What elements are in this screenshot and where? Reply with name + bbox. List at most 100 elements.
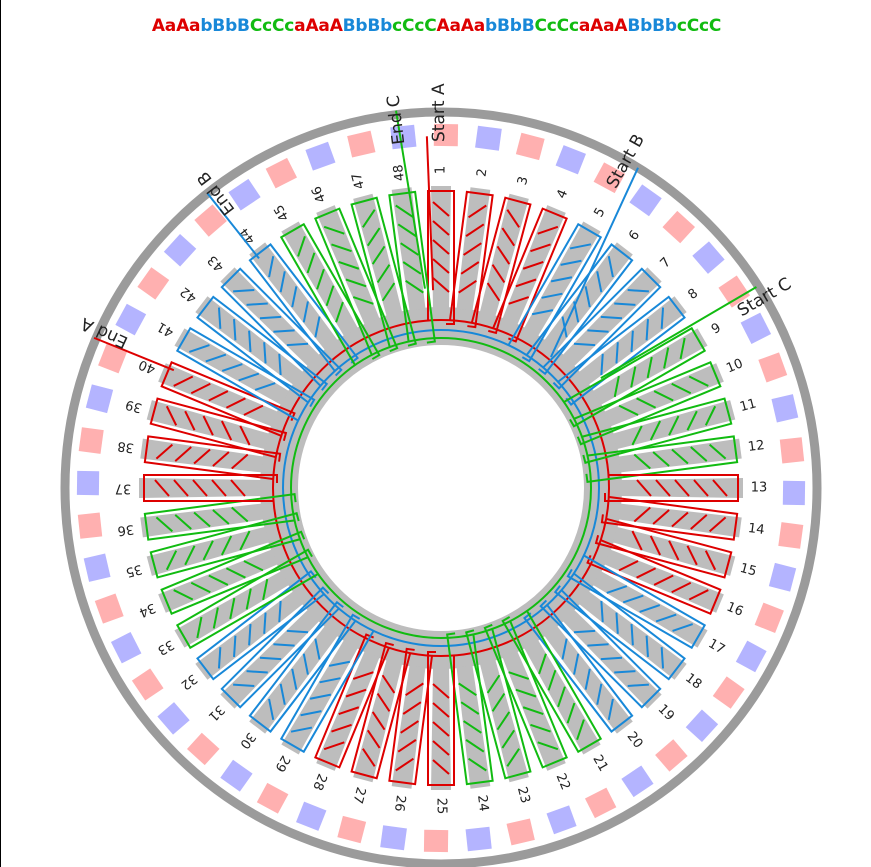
slot-number: 48: [391, 164, 408, 182]
magnet: [433, 123, 459, 147]
coil-turn-hatch: [671, 511, 689, 528]
magnet-south: [771, 394, 799, 423]
coil-turn-hatch: [465, 739, 485, 753]
coil-turn-hatch: [173, 589, 194, 601]
magnet: [85, 384, 114, 414]
pattern-letter: c: [699, 16, 709, 36]
coil-turn-hatch: [550, 276, 573, 283]
coil-turn-hatch: [278, 600, 282, 623]
coil-c: [350, 196, 417, 347]
pattern-letter: B: [367, 16, 381, 36]
magnet-north: [337, 815, 367, 844]
coil-turn-hatch: [174, 514, 192, 530]
coil-turn-hatch: [190, 382, 211, 395]
coil-outline: [557, 295, 686, 406]
magnet: [782, 480, 806, 506]
coil-turn-hatch: [323, 741, 345, 751]
pattern-letter: B: [496, 16, 510, 36]
slot-number: 9: [709, 320, 724, 337]
pattern-letter: A: [176, 16, 190, 36]
coil-turn-hatch: [233, 289, 255, 293]
coil-turn-hatch: [708, 516, 727, 533]
coil-turn-hatch: [212, 607, 219, 629]
magnet: [506, 818, 535, 846]
coil-turn-hatch: [325, 285, 335, 307]
magnet: [194, 204, 227, 237]
slot-number: 19: [655, 702, 677, 724]
slot-number: 7: [658, 255, 674, 271]
pattern-letter: A: [305, 16, 319, 36]
pattern-letter: C: [271, 16, 285, 36]
slot-number: 13: [751, 481, 768, 496]
coil-turn-hatch: [268, 698, 275, 720]
pattern-letter: c: [676, 16, 687, 36]
magnet: [475, 125, 502, 151]
magnet-south: [83, 553, 111, 582]
coil-outline: [388, 647, 433, 786]
coil-A: [427, 651, 455, 786]
pattern-letter: b: [509, 16, 522, 36]
coil-A: [586, 539, 722, 615]
coil-turn-hatch: [600, 315, 623, 320]
coil-turn-hatch: [238, 372, 260, 382]
coil-turn-hatch: [660, 647, 665, 669]
coil-turn-hatch: [653, 390, 674, 402]
coil-turn-hatch: [319, 677, 341, 684]
slot-number: 37: [115, 481, 132, 496]
coil-turn-hatch: [248, 624, 252, 646]
coil-B: [248, 600, 356, 733]
coil-turn-hatch: [515, 278, 537, 288]
coil-turn-hatch: [345, 278, 367, 288]
coil-turn-hatch: [688, 589, 709, 601]
pattern-letter: A: [460, 16, 474, 36]
coil-a: [143, 474, 278, 502]
coil-outline: [175, 548, 319, 650]
coil-outline: [350, 641, 412, 780]
coil-turn-hatch: [606, 585, 628, 594]
coil-turn-hatch: [515, 688, 537, 698]
magnet: [662, 210, 696, 244]
coil-turn-hatch: [668, 415, 680, 436]
slot-number: 31: [205, 702, 227, 724]
magnet-south: [220, 759, 253, 792]
coil-turn-hatch: [652, 509, 670, 525]
magnet: [137, 267, 170, 300]
coil-A: [143, 435, 282, 480]
slot-number: 12: [747, 438, 765, 455]
coil-turn-hatch: [335, 301, 344, 323]
coil-a: [492, 207, 568, 343]
coil-outline: [149, 397, 288, 459]
slot-number: 41: [155, 318, 177, 339]
slot-number: 10: [724, 356, 745, 376]
coil-outline: [220, 586, 340, 709]
coil-outline: [492, 207, 568, 343]
coil-turn-hatch: [233, 319, 237, 341]
coil-outline: [220, 267, 343, 387]
magnet-north: [265, 157, 298, 189]
magnet: [515, 132, 545, 161]
pattern-letter: a: [473, 16, 485, 36]
magnet-north: [194, 204, 227, 237]
coil-turn-hatch: [600, 656, 623, 661]
magnet-south: [390, 124, 417, 150]
lead-wire: [550, 167, 639, 358]
slot-number: 14: [747, 521, 765, 538]
coil-turn-hatch: [538, 653, 547, 675]
coil-turn-hatch: [243, 560, 264, 572]
coil-turn-hatch: [291, 286, 298, 308]
magnet-south: [475, 125, 502, 151]
coil-turn-hatch: [263, 342, 267, 364]
slot-number: 8: [685, 286, 701, 303]
slot-number: 2: [475, 168, 491, 178]
magnet: [465, 826, 492, 852]
slot-number: 25: [434, 798, 449, 815]
pattern-letter: a: [578, 16, 591, 36]
coil-turn-hatch: [458, 280, 477, 294]
lead-label: Start B: [603, 131, 649, 192]
coil-turn-hatch: [273, 643, 295, 647]
coil-turn-hatch: [537, 741, 559, 751]
coil-turn-hatch: [286, 629, 309, 634]
magnet: [78, 427, 104, 454]
coil-outline: [314, 633, 390, 769]
coil-C: [446, 632, 494, 786]
